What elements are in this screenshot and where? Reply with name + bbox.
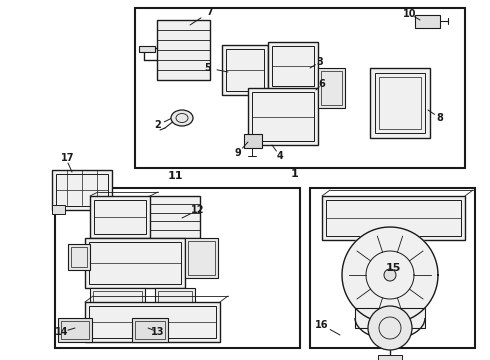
Bar — [99, 205, 112, 214]
Bar — [55, 188, 300, 348]
Bar — [318, 68, 345, 108]
Ellipse shape — [171, 110, 193, 126]
Bar — [252, 92, 314, 141]
Bar — [322, 196, 465, 240]
Bar — [272, 46, 314, 86]
Bar — [52, 205, 65, 214]
Text: 6: 6 — [318, 79, 325, 89]
Bar — [248, 88, 318, 145]
Bar — [93, 291, 142, 307]
Bar — [89, 306, 216, 338]
Bar — [244, 134, 262, 148]
Bar — [58, 318, 92, 342]
Bar — [56, 174, 108, 206]
Bar — [155, 288, 195, 310]
Text: 17: 17 — [61, 153, 75, 163]
Bar — [222, 45, 268, 95]
Bar — [379, 77, 421, 129]
Text: 4: 4 — [277, 151, 283, 161]
Text: 9: 9 — [235, 148, 242, 158]
Bar — [188, 241, 215, 275]
Text: 2: 2 — [155, 120, 161, 130]
Bar — [90, 196, 150, 238]
Bar — [132, 318, 168, 342]
Bar — [370, 68, 430, 138]
Bar — [135, 8, 465, 168]
Text: 8: 8 — [437, 113, 443, 123]
Bar — [310, 188, 475, 348]
Text: 3: 3 — [317, 57, 323, 67]
Bar — [61, 321, 89, 339]
Bar — [375, 73, 425, 133]
Bar — [85, 238, 185, 288]
Circle shape — [384, 269, 396, 281]
Text: 14: 14 — [55, 327, 69, 337]
Bar — [321, 71, 342, 105]
Bar — [139, 46, 155, 52]
Bar — [185, 238, 218, 278]
Bar — [415, 15, 440, 28]
Circle shape — [368, 306, 412, 350]
Text: 12: 12 — [191, 205, 205, 215]
Text: 1: 1 — [291, 169, 299, 179]
Text: 16: 16 — [315, 320, 329, 330]
Bar — [52, 170, 112, 210]
Bar — [148, 196, 200, 238]
Bar — [226, 49, 264, 91]
Bar — [158, 291, 192, 307]
Bar — [71, 247, 87, 267]
Bar — [94, 200, 146, 234]
Text: 15: 15 — [385, 263, 401, 273]
Bar — [355, 308, 425, 328]
Polygon shape — [342, 227, 438, 323]
Bar — [135, 321, 165, 339]
Text: 5: 5 — [205, 63, 211, 73]
Bar — [157, 20, 210, 80]
Bar — [68, 244, 90, 270]
Text: 10: 10 — [403, 9, 417, 19]
Bar — [358, 238, 410, 250]
Bar — [90, 288, 145, 310]
Bar — [378, 355, 402, 360]
Bar — [89, 242, 181, 284]
Text: 7: 7 — [207, 7, 213, 17]
Text: 11: 11 — [167, 171, 183, 181]
Bar — [326, 200, 461, 236]
Bar — [268, 42, 318, 90]
Bar — [85, 302, 220, 342]
Text: 13: 13 — [151, 327, 165, 337]
